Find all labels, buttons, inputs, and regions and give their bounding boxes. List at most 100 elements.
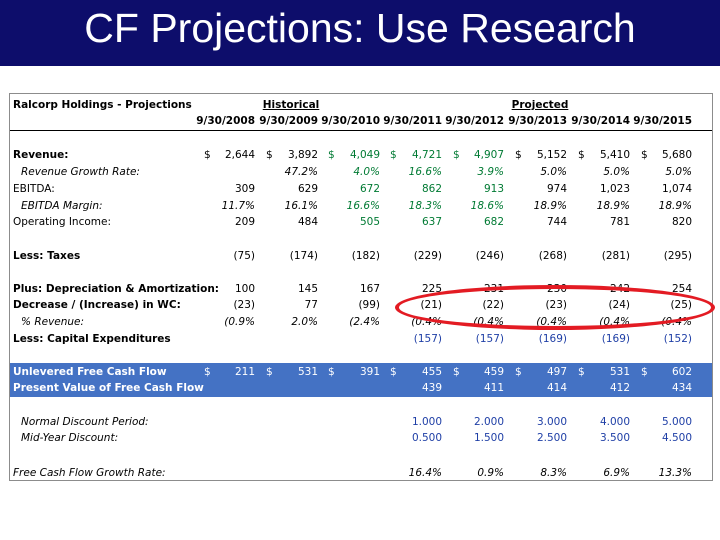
row-label-growth: Revenue Growth Rate: xyxy=(21,166,140,178)
cell-growth: 5.0% xyxy=(540,166,567,178)
cell-taxes: (246) xyxy=(475,250,504,262)
cell-ufcf: 459 xyxy=(483,366,504,378)
currency-symbol: $ xyxy=(578,366,585,378)
currency-symbol: $ xyxy=(578,149,585,161)
date-header: 9/30/2012 xyxy=(445,115,504,127)
row-label-taxes: Less: Taxes xyxy=(13,250,81,262)
cell-growth: 5.0% xyxy=(603,166,630,178)
cell-operating: 781 xyxy=(609,216,630,228)
cell-ufcf: 497 xyxy=(546,366,567,378)
cell-taxes: (295) xyxy=(663,250,692,262)
currency-symbol: $ xyxy=(266,149,273,161)
cell-taxes: (268) xyxy=(538,250,567,262)
title-bar: CF Projections: Use Research xyxy=(0,0,720,69)
row-label-ufcf: Unlevered Free Cash Flow xyxy=(13,366,167,378)
cell-taxes: (75) xyxy=(233,250,255,262)
currency-symbol: $ xyxy=(453,366,460,378)
cell-fcfg: 0.9% xyxy=(477,467,504,479)
cell-operating: 637 xyxy=(421,216,442,228)
cell-ndp: 3.000 xyxy=(536,416,567,428)
date-header: 9/30/2015 xyxy=(633,115,692,127)
slide-title: CF Projections: Use Research xyxy=(84,5,636,51)
cell-revenue: 3,892 xyxy=(287,149,318,161)
cell-operating: 484 xyxy=(297,216,318,228)
cell-myd: 4.500 xyxy=(661,432,692,444)
row-label-pv: Present Value of Free Cash Flow xyxy=(13,382,204,394)
cell-pv: 434 xyxy=(671,382,692,394)
currency-symbol: $ xyxy=(641,366,648,378)
cell-operating: 505 xyxy=(359,216,380,228)
cell-ufcf: 602 xyxy=(671,366,692,378)
currency-symbol: $ xyxy=(328,149,335,161)
cell-wc: 77 xyxy=(304,299,318,311)
cell-ufcf: 531 xyxy=(297,366,318,378)
cell-myd: 3.500 xyxy=(599,432,630,444)
cell-ebitda: 1,023 xyxy=(599,183,630,195)
cell-revenue: 4,049 xyxy=(349,149,380,161)
cell-wc: (23) xyxy=(233,299,255,311)
cell-da: 100 xyxy=(234,283,255,295)
row-label-da: Plus: Depreciation & Amortization: xyxy=(13,283,219,295)
cell-ebitda: 1,074 xyxy=(661,183,692,195)
date-header: 9/30/2010 xyxy=(321,115,380,127)
cell-ebitda: 974 xyxy=(546,183,567,195)
currency-symbol: $ xyxy=(266,366,273,378)
cell-ufcf: 391 xyxy=(359,366,380,378)
cell-capex: (152) xyxy=(663,333,692,345)
date-header: 9/30/2013 xyxy=(508,115,567,127)
cell-margin: 18.9% xyxy=(596,200,630,212)
cell-ebitda: 629 xyxy=(297,183,318,195)
cell-wc: (99) xyxy=(358,299,380,311)
cell-myd: 2.500 xyxy=(536,432,567,444)
cell-pct_rev: (0.9% xyxy=(224,316,255,328)
cell-fcfg: 6.9% xyxy=(603,467,630,479)
cell-margin: 16.1% xyxy=(284,200,318,212)
cell-taxes: (229) xyxy=(413,250,442,262)
cell-margin: 18.9% xyxy=(533,200,567,212)
cell-fcfg: 8.3% xyxy=(540,467,567,479)
cell-taxes: (281) xyxy=(601,250,630,262)
currency-symbol: $ xyxy=(453,149,460,161)
cell-ndp: 5.000 xyxy=(661,416,692,428)
cell-growth: 16.6% xyxy=(408,166,442,178)
cell-fcfg: 16.4% xyxy=(408,467,442,479)
row-label-capex: Less: Capital Expenditures xyxy=(13,333,171,345)
company-title: Ralcorp Holdings - Projections xyxy=(13,99,192,111)
currency-symbol: $ xyxy=(204,149,211,161)
cell-revenue: 4,721 xyxy=(411,149,442,161)
cell-revenue: 2,644 xyxy=(224,149,255,161)
cell-ufcf: 455 xyxy=(421,366,442,378)
date-header: 9/30/2014 xyxy=(571,115,630,127)
cell-ebitda: 862 xyxy=(421,183,442,195)
cell-fcfg: 13.3% xyxy=(658,467,692,479)
cell-ndp: 1.000 xyxy=(411,416,442,428)
cell-growth: 3.9% xyxy=(477,166,504,178)
currency-symbol: $ xyxy=(515,149,522,161)
cell-capex: (157) xyxy=(475,333,504,345)
cell-ufcf: 211 xyxy=(234,366,255,378)
row-label-myd: Mid-Year Discount: xyxy=(21,432,119,444)
cell-ebitda: 913 xyxy=(483,183,504,195)
header-divider xyxy=(10,130,712,131)
cell-margin: 16.6% xyxy=(346,200,380,212)
currency-symbol: $ xyxy=(515,366,522,378)
row-label-fcfg: Free Cash Flow Growth Rate: xyxy=(13,467,166,479)
cell-margin: 18.9% xyxy=(658,200,692,212)
cell-growth: 5.0% xyxy=(665,166,692,178)
cell-capex: (157) xyxy=(413,333,442,345)
currency-symbol: $ xyxy=(390,366,397,378)
cell-da: 167 xyxy=(359,283,380,295)
row-label-ndp: Normal Discount Period: xyxy=(21,416,149,428)
cell-growth: 4.0% xyxy=(353,166,380,178)
cell-pct_rev: 2.0% xyxy=(291,316,318,328)
currency-symbol: $ xyxy=(204,366,211,378)
cell-da: 145 xyxy=(297,283,318,295)
cell-pv: 412 xyxy=(609,382,630,394)
cell-revenue: 5,152 xyxy=(536,149,567,161)
row-label-margin: EBITDA Margin: xyxy=(21,200,103,212)
cell-capex: (169) xyxy=(601,333,630,345)
cell-myd: 1.500 xyxy=(473,432,504,444)
row-label-operating: Operating Income: xyxy=(13,216,112,228)
cell-ebitda: 309 xyxy=(234,183,255,195)
cell-growth: 47.2% xyxy=(284,166,318,178)
